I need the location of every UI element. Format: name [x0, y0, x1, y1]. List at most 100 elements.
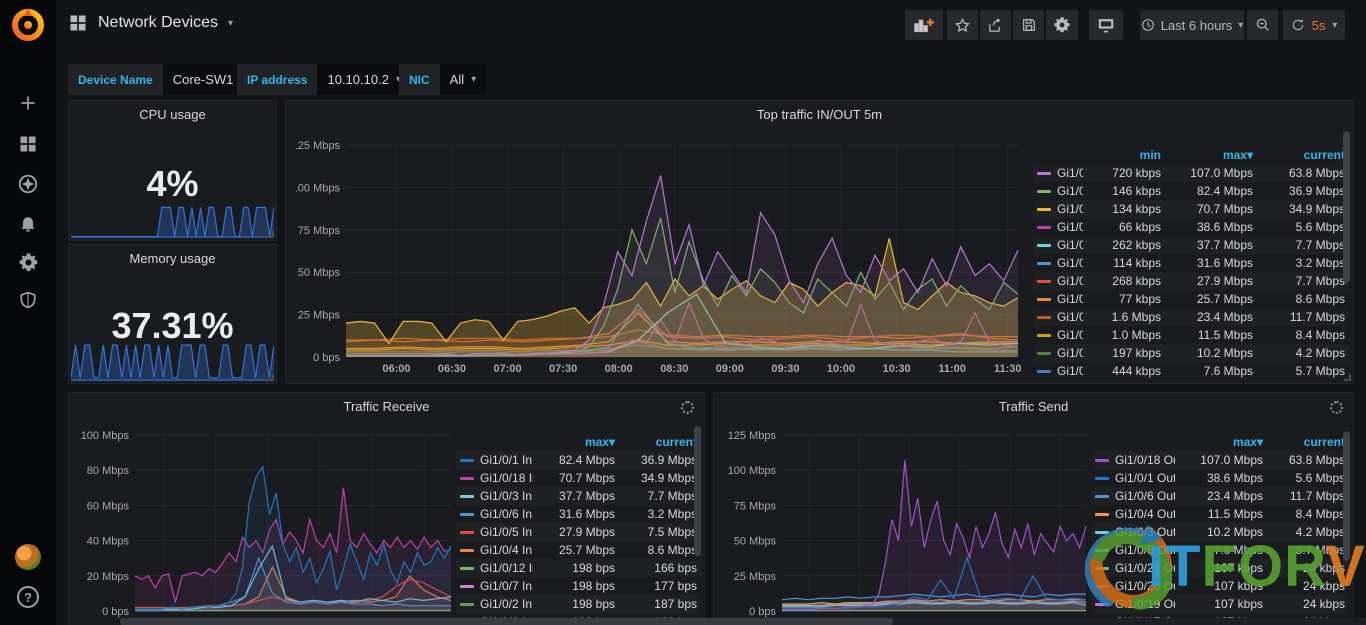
legend-sort-max[interactable]: max▾ [1161, 148, 1253, 162]
legend-series-name[interactable]: Gi1/0/1 Out [1095, 471, 1175, 485]
traffic-receive-chart[interactable]: 0 bps20 Mbps40 Mbps60 Mbps80 Mbps100 Mbp… [77, 427, 457, 625]
refresh-button[interactable]: 5s ▾ [1283, 10, 1345, 40]
series-color-swatch-icon[interactable] [1037, 280, 1051, 283]
legend-sort-current[interactable]: current [1253, 148, 1345, 162]
legend-series-name[interactable]: Gi1/0/2 In [460, 597, 533, 611]
server-admin-shield-icon[interactable] [0, 283, 56, 317]
series-color-swatch-icon[interactable] [1095, 585, 1109, 588]
traffic-send-chart[interactable]: 0 bps25 Mbps50 Mbps75 Mbps100 Mbps125 Mb… [722, 427, 1092, 625]
legend-series-name[interactable]: Gi1/0/20 Out [1095, 579, 1175, 593]
top-traffic-chart[interactable]: 0 bps25 Mbps50 Mbps75 Mbps100 Mbps125 Mb… [296, 135, 1026, 381]
legend-series-name[interactable]: Gi1/0/4 Out [1037, 328, 1083, 342]
time-range-picker[interactable]: Last 6 hours ▾ [1140, 10, 1244, 40]
series-color-swatch-icon[interactable] [1037, 226, 1051, 229]
legend-series-name[interactable]: Gi1/0/7 In [460, 579, 533, 593]
legend-series-name[interactable]: Gi1/0/4 In [460, 543, 533, 557]
panel-resize-handle[interactable] [267, 231, 274, 238]
user-avatar[interactable] [0, 540, 56, 574]
legend-series-name[interactable]: Gi1/0/18 In [460, 471, 533, 485]
series-color-swatch-icon[interactable] [1037, 298, 1051, 301]
series-color-swatch-icon[interactable] [1037, 244, 1051, 247]
alerting-bell-icon[interactable] [0, 206, 56, 240]
legend-series-name[interactable]: Gi1/0/3 Out [1037, 346, 1083, 360]
dashboard-settings-button[interactable] [1046, 10, 1078, 40]
series-color-swatch-icon[interactable] [1037, 262, 1051, 265]
cpu-panel-title[interactable]: CPU usage [69, 107, 276, 122]
legend-series-name[interactable]: Gi1/0/18 In [1037, 202, 1083, 216]
filter-nic-value[interactable]: All▾ [440, 64, 486, 95]
legend-series-name[interactable]: Gi1/0/1 Out [1037, 220, 1083, 234]
series-color-swatch-icon[interactable] [460, 495, 474, 498]
legend-series-name[interactable]: Gi1/0/19 Out [1095, 597, 1175, 611]
series-color-swatch-icon[interactable] [460, 459, 474, 462]
series-color-swatch-icon[interactable] [1037, 316, 1051, 319]
legend-series-name[interactable]: Gi1/0/18 Out [1095, 453, 1175, 467]
legend-scrollbar[interactable] [1343, 131, 1350, 283]
legend-series-name[interactable]: Gi1/0/1 In [460, 453, 533, 467]
panel-resize-handle[interactable] [1344, 374, 1351, 381]
series-color-swatch-icon[interactable] [1037, 172, 1051, 175]
memory-panel-title[interactable]: Memory usage [69, 251, 276, 266]
legend-series-name[interactable]: Gi1/0/4 Out [1095, 507, 1175, 521]
create-plus-icon[interactable] [0, 86, 56, 120]
top-traffic-panel-title[interactable]: Top traffic IN/OUT 5m [286, 107, 1353, 122]
series-color-swatch-icon[interactable] [460, 531, 474, 534]
legend-series-name[interactable]: Gi1/0/6 In [1037, 256, 1083, 270]
series-color-swatch-icon[interactable] [1095, 477, 1109, 480]
legend-sort-current[interactable]: current [615, 435, 697, 449]
legend-series-name[interactable]: Gi1/0/21 Out [1095, 561, 1175, 575]
legend-series-name[interactable]: Gi1/0/12 In [460, 561, 533, 575]
zoom-out-button[interactable] [1247, 10, 1278, 40]
series-color-swatch-icon[interactable] [1095, 567, 1109, 570]
legend-series-name[interactable]: Gi1/0/5 Out [1037, 364, 1083, 378]
legend-series-name[interactable]: Gi1/0/1 In [1037, 184, 1083, 198]
star-button[interactable] [947, 10, 978, 40]
cycle-view-monitor-button[interactable] [1089, 10, 1123, 40]
add-panel-button[interactable] [905, 10, 943, 40]
save-button[interactable] [1013, 10, 1044, 40]
series-color-swatch-icon[interactable] [1037, 208, 1051, 211]
series-color-swatch-icon[interactable] [1037, 352, 1051, 355]
help-icon[interactable]: ? [0, 580, 56, 614]
series-color-swatch-icon[interactable] [460, 549, 474, 552]
series-color-swatch-icon[interactable] [460, 477, 474, 480]
grafana-logo-icon[interactable] [10, 6, 46, 42]
series-color-swatch-icon[interactable] [460, 567, 474, 570]
filter-ip-address-value[interactable]: 10.10.10.2▾ [317, 64, 410, 95]
traffic-receive-panel-title[interactable]: Traffic Receive [69, 399, 704, 414]
explore-compass-icon[interactable] [0, 167, 56, 201]
legend-series-name[interactable]: Gi1/0/6 Out [1095, 489, 1175, 503]
legend-sort-min[interactable]: min [1083, 148, 1161, 162]
legend-series-name[interactable]: Gi1/0/5 In [1037, 274, 1083, 288]
series-color-swatch-icon[interactable] [1037, 334, 1051, 337]
series-color-swatch-icon[interactable] [1095, 531, 1109, 534]
legend-scrollbar[interactable] [1343, 431, 1350, 561]
share-button[interactable] [980, 10, 1011, 40]
legend-series-name[interactable]: Gi1/0/5 Out [1095, 543, 1175, 557]
dashboards-icon[interactable] [0, 127, 56, 161]
dashboard-title-menu[interactable]: Network Devices ▾ [68, 13, 233, 33]
legend-scrollbar[interactable] [694, 426, 701, 556]
traffic-send-panel-title[interactable]: Traffic Send [714, 399, 1353, 414]
legend-sort-max[interactable]: max▾ [1175, 435, 1263, 449]
legend-series-name[interactable]: Gi1/0/6 In [460, 507, 533, 521]
legend-sort-max[interactable]: max▾ [533, 435, 615, 449]
legend-series-name[interactable]: Gi1/0/3 In [1037, 238, 1083, 252]
series-color-swatch-icon[interactable] [460, 603, 474, 606]
legend-series-name[interactable]: Gi1/0/3 Out [1095, 525, 1175, 539]
legend-series-name[interactable]: Gi1/0/4 In [1037, 292, 1083, 306]
legend-series-name[interactable]: Gi1/0/18 Out [1037, 166, 1083, 180]
legend-series-name[interactable]: Gi1/0/6 Out [1037, 310, 1083, 324]
series-color-swatch-icon[interactable] [1095, 495, 1109, 498]
series-color-swatch-icon[interactable] [460, 513, 474, 516]
legend-series-name[interactable]: Gi1/0/3 In [460, 489, 533, 503]
legend-series-name[interactable]: Gi1/0/5 In [460, 525, 533, 539]
configuration-gear-icon[interactable] [0, 245, 56, 279]
horizontal-scrollbar-thumb[interactable] [120, 618, 893, 625]
series-color-swatch-icon[interactable] [1095, 603, 1109, 606]
series-color-swatch-icon[interactable] [1037, 190, 1051, 193]
series-color-swatch-icon[interactable] [460, 585, 474, 588]
series-color-swatch-icon[interactable] [1095, 459, 1109, 462]
series-color-swatch-icon[interactable] [1095, 513, 1109, 516]
panel-resize-handle[interactable] [267, 374, 274, 381]
